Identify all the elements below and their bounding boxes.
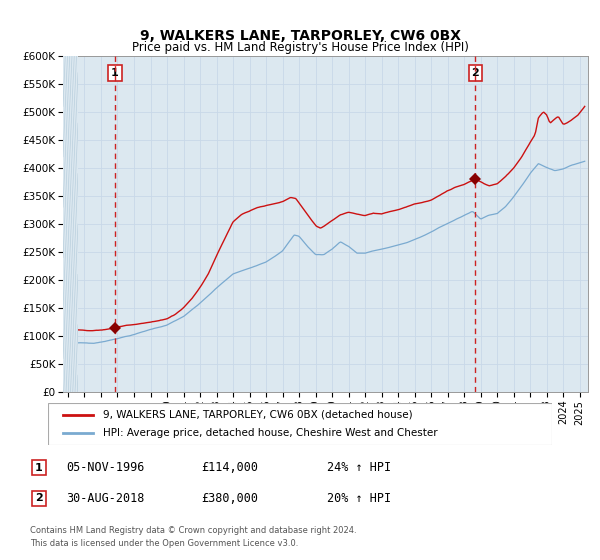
Text: HPI: Average price, detached house, Cheshire West and Chester: HPI: Average price, detached house, Ches…	[103, 428, 438, 438]
Text: Price paid vs. HM Land Registry's House Price Index (HPI): Price paid vs. HM Land Registry's House …	[131, 41, 469, 54]
Text: Contains HM Land Registry data © Crown copyright and database right 2024.: Contains HM Land Registry data © Crown c…	[30, 526, 356, 535]
Text: 2: 2	[472, 68, 479, 78]
Text: 2: 2	[35, 493, 43, 503]
FancyBboxPatch shape	[63, 56, 78, 392]
Text: 1: 1	[111, 68, 119, 78]
Text: 30-AUG-2018: 30-AUG-2018	[66, 492, 145, 505]
Text: 9, WALKERS LANE, TARPORLEY, CW6 0BX: 9, WALKERS LANE, TARPORLEY, CW6 0BX	[139, 29, 461, 44]
Text: This data is licensed under the Open Government Licence v3.0.: This data is licensed under the Open Gov…	[30, 539, 298, 548]
Text: 9, WALKERS LANE, TARPORLEY, CW6 0BX (detached house): 9, WALKERS LANE, TARPORLEY, CW6 0BX (det…	[103, 410, 413, 420]
Text: 1: 1	[35, 463, 43, 473]
Text: £380,000: £380,000	[201, 492, 258, 505]
Text: 24% ↑ HPI: 24% ↑ HPI	[327, 461, 391, 474]
Text: £114,000: £114,000	[201, 461, 258, 474]
Text: 20% ↑ HPI: 20% ↑ HPI	[327, 492, 391, 505]
Text: 05-NOV-1996: 05-NOV-1996	[66, 461, 145, 474]
FancyBboxPatch shape	[48, 403, 552, 445]
